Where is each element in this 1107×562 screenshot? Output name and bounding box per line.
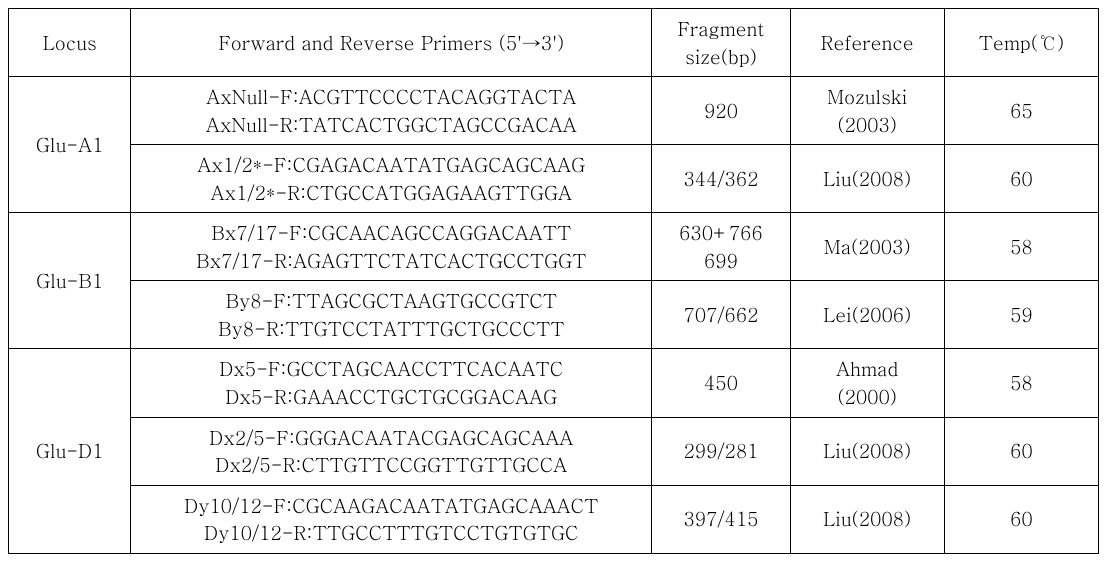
primers-table: Locus Forward and Reverse Primers (5'→3'… xyxy=(8,8,1099,554)
primer-reverse: AxNull-R:TATCACTGGCTAGCCGACAA xyxy=(206,111,577,138)
fragment-cell: 344/362 xyxy=(652,145,790,213)
temp-cell: 58 xyxy=(944,213,1098,281)
fragment-cell: 397/415 xyxy=(652,485,790,553)
primer-forward: Dx5-F:GCCTAGCAACCTTCACAATC xyxy=(219,355,563,382)
primer-forward: Dy10/12-F:CGCAAGACAATATGAGCAAACT xyxy=(184,492,598,519)
reference-cell: Lei(2006) xyxy=(790,281,944,349)
primers-cell: Dy10/12-F:CGCAAGACAATATGAGCAAACTDy10/12-… xyxy=(131,485,652,553)
table-row: Dy10/12-F:CGCAAGACAATATGAGCAAACTDy10/12-… xyxy=(9,485,1099,553)
primers-cell: Dx2/5-F:GGGACAATACGAGCAGCAAADx2/5-R:CTTG… xyxy=(131,417,652,485)
header-reference: Reference xyxy=(790,9,944,77)
temp-cell: 58 xyxy=(944,349,1098,417)
primer-reverse: Bx7/17-R:AGAGTTCTATCACTGCCTGGT xyxy=(196,247,586,274)
header-fragment-l1: Fragment xyxy=(678,15,765,42)
primer-forward: Bx7/17-F:CGCAACAGCCAGGACAATT xyxy=(211,219,571,246)
fragment-cell: 299/281 xyxy=(652,417,790,485)
locus-cell: Glu-A1 xyxy=(9,77,131,213)
primer-reverse: By8-R:TTGTCCTATTTGCTGCCCTT xyxy=(218,315,564,342)
reference-cell: Liu(2008) xyxy=(790,145,944,213)
temp-cell: 59 xyxy=(944,281,1098,349)
primer-reverse: Dy10/12-R:TTGCCTTTGTCCTGTGTGC xyxy=(204,519,578,546)
table-row: Glu-A1AxNull-F:ACGTTCCCCTACAGGTACTAAxNul… xyxy=(9,77,1099,145)
fragment-cell: 450 xyxy=(652,349,790,417)
header-fragment: Fragment size(bp) xyxy=(652,9,790,77)
header-fragment-l2: size(bp) xyxy=(685,43,757,70)
header-temp: Temp(℃) xyxy=(944,9,1098,77)
table-row: Ax1/2*-F:CGAGACAATATGAGCAGCAAGAx1/2*-R:C… xyxy=(9,145,1099,213)
temp-cell: 60 xyxy=(944,417,1098,485)
reference-cell: Ma(2003) xyxy=(790,213,944,281)
locus-cell: Glu-B1 xyxy=(9,213,131,349)
primers-cell: By8-F:TTAGCGCTAAGTGCCGTCTBy8-R:TTGTCCTAT… xyxy=(131,281,652,349)
reference-cell: Ahmad(2000) xyxy=(790,349,944,417)
primer-forward: Dx2/5-F:GGGACAATACGAGCAGCAAA xyxy=(209,424,573,451)
primers-cell: Bx7/17-F:CGCAACAGCCAGGACAATTBx7/17-R:AGA… xyxy=(131,213,652,281)
primers-cell: AxNull-F:ACGTTCCCCTACAGGTACTAAxNull-R:TA… xyxy=(131,77,652,145)
temp-cell: 60 xyxy=(944,485,1098,553)
fragment-cell: 920 xyxy=(652,77,790,145)
primer-reverse: Dx5-R:GAAACCTGCTGCGGACAAG xyxy=(225,383,557,410)
primer-forward: Ax1/2*-F:CGAGACAATATGAGCAGCAAG xyxy=(197,151,585,178)
temp-cell: 65 xyxy=(944,77,1098,145)
primer-forward: By8-F:TTAGCGCTAAGTGCCGTCT xyxy=(226,287,557,314)
table-row: Glu-B1Bx7/17-F:CGCAACAGCCAGGACAATTBx7/17… xyxy=(9,213,1099,281)
header-locus: Locus xyxy=(9,9,131,77)
reference-cell: Mozulski(2003) xyxy=(790,77,944,145)
primers-cell: Dx5-F:GCCTAGCAACCTTCACAATCDx5-R:GAAACCTG… xyxy=(131,349,652,417)
reference-cell: Liu(2008) xyxy=(790,485,944,553)
table-row: Glu-D1Dx5-F:GCCTAGCAACCTTCACAATCDx5-R:GA… xyxy=(9,349,1099,417)
table-row: By8-F:TTAGCGCTAAGTGCCGTCTBy8-R:TTGTCCTAT… xyxy=(9,281,1099,349)
fragment-cell: 630+766699 xyxy=(652,213,790,281)
table-header-row: Locus Forward and Reverse Primers (5'→3'… xyxy=(9,9,1099,77)
temp-cell: 60 xyxy=(944,145,1098,213)
primers-cell: Ax1/2*-F:CGAGACAATATGAGCAGCAAGAx1/2*-R:C… xyxy=(131,145,652,213)
header-primers: Forward and Reverse Primers (5'→3') xyxy=(131,9,652,77)
reference-cell: Liu(2008) xyxy=(790,417,944,485)
locus-cell: Glu-D1 xyxy=(9,349,131,553)
table-row: Dx2/5-F:GGGACAATACGAGCAGCAAADx2/5-R:CTTG… xyxy=(9,417,1099,485)
primer-forward: AxNull-F:ACGTTCCCCTACAGGTACTA xyxy=(206,83,576,110)
primer-reverse: Dx2/5-R:CTTGTTCCGGTTGTTGCCA xyxy=(215,451,567,478)
primer-reverse: Ax1/2*-R:CTGCCATGGAGAAGTTGGA xyxy=(211,179,572,206)
fragment-cell: 707/662 xyxy=(652,281,790,349)
